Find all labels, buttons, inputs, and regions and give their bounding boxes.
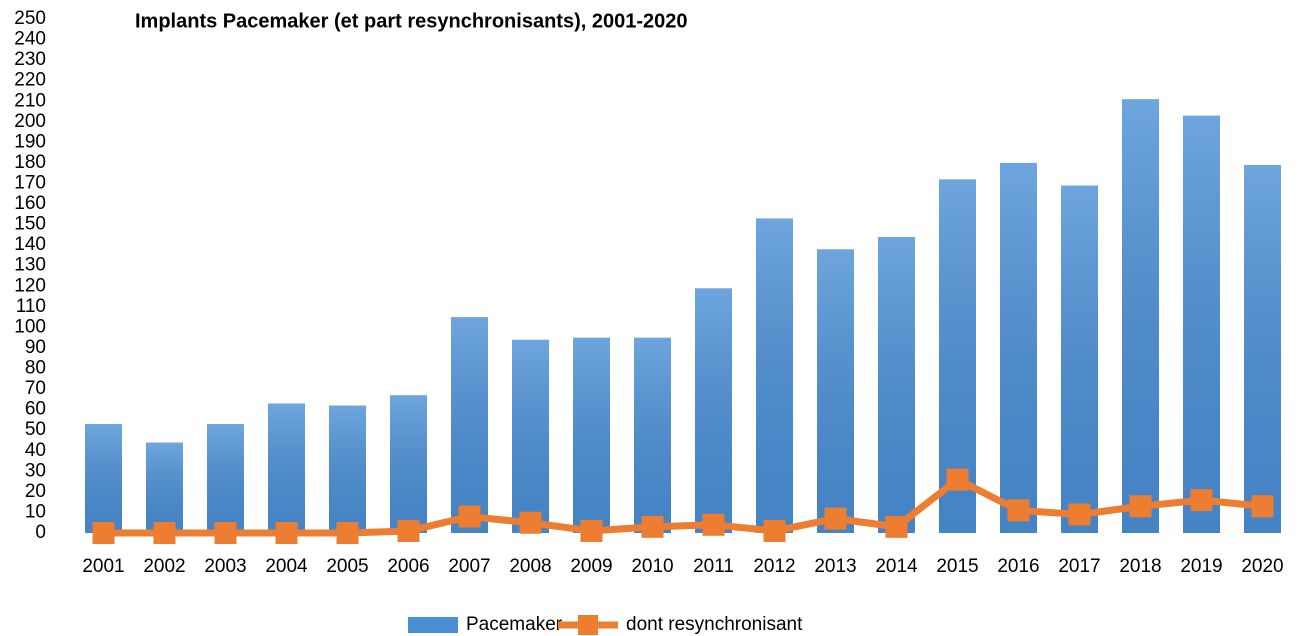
- y-tick-label: 70: [25, 378, 46, 399]
- x-tick-label: 2019: [1180, 556, 1222, 577]
- bar-shade: [1183, 115, 1220, 534]
- y-tick-label: 250: [14, 8, 46, 29]
- marker: [92, 522, 115, 544]
- y-tick-label: 200: [14, 111, 46, 132]
- marker: [641, 515, 664, 538]
- x-tick-label: 2003: [204, 556, 246, 577]
- marker: [1007, 499, 1030, 522]
- bar-shade: [573, 337, 610, 533]
- x-tick-label: 2005: [326, 556, 368, 577]
- x-tick-label: 2011: [693, 556, 734, 577]
- marker: [885, 515, 908, 538]
- bar-shade: [329, 405, 366, 533]
- y-tick-label: 140: [14, 234, 46, 255]
- bar-shade: [512, 339, 549, 533]
- y-tick-label: 0: [35, 522, 46, 543]
- marker: [824, 507, 847, 530]
- marker: [1068, 503, 1091, 526]
- marker: [702, 513, 725, 536]
- y-tick-label: 60: [25, 399, 46, 420]
- y-tick-label: 160: [14, 193, 46, 214]
- x-tick-label: 2010: [631, 556, 673, 577]
- legend-label: Pacemaker: [466, 614, 563, 635]
- y-tick-label: 100: [14, 316, 46, 337]
- x-tick-label: 2014: [875, 556, 918, 577]
- y-tick-label: 210: [14, 90, 46, 111]
- x-tick-label: 2004: [265, 556, 308, 577]
- bar-shade: [756, 218, 793, 533]
- x-tick-label: 2017: [1058, 556, 1100, 577]
- bar-shade: [268, 403, 305, 533]
- y-tick-label: 110: [16, 296, 46, 317]
- y-tick-label: 180: [14, 152, 46, 173]
- x-tick-label: 2012: [753, 556, 795, 577]
- y-tick-label: 230: [14, 49, 46, 70]
- legend-swatch: [408, 617, 458, 633]
- x-tick-label: 2009: [570, 556, 612, 577]
- marker: [458, 505, 481, 528]
- bar-shade: [1244, 164, 1281, 533]
- y-tick-label: 240: [14, 29, 46, 50]
- x-tick-label: 2007: [448, 556, 490, 577]
- y-tick-label: 10: [25, 501, 46, 522]
- y-tick-label: 50: [25, 419, 46, 440]
- x-tick-label: 2020: [1241, 556, 1283, 577]
- bar-shade: [85, 424, 122, 533]
- marker: [1251, 495, 1274, 518]
- y-tick-label: 30: [25, 460, 46, 481]
- y-tick-label: 90: [25, 337, 46, 358]
- marker: [946, 468, 969, 491]
- bar-shade: [146, 442, 183, 533]
- y-tick-label: 120: [14, 275, 46, 296]
- marker: [1190, 489, 1213, 512]
- legend-swatch: [578, 615, 598, 635]
- marker: [1129, 495, 1152, 518]
- y-tick-label: 130: [14, 255, 46, 276]
- marker: [153, 522, 176, 544]
- bar-shade: [1061, 185, 1098, 533]
- bar-shade: [634, 337, 671, 533]
- marker: [580, 519, 603, 542]
- y-tick-label: 40: [25, 440, 46, 461]
- y-tick-label: 190: [14, 131, 46, 152]
- x-tick-label: 2008: [509, 556, 551, 577]
- marker: [397, 519, 420, 542]
- bar-shade: [207, 424, 244, 533]
- marker: [336, 522, 359, 544]
- y-tick-label: 80: [25, 358, 46, 379]
- x-tick-label: 2013: [814, 556, 856, 577]
- marker: [519, 511, 542, 534]
- bar-shade: [695, 288, 732, 533]
- bar-shade: [1000, 162, 1037, 534]
- x-tick-label: 2001: [82, 556, 124, 577]
- x-tick-label: 2018: [1119, 556, 1161, 577]
- y-tick-label: 150: [14, 214, 46, 235]
- marker: [275, 522, 298, 544]
- x-tick-label: 2002: [143, 556, 185, 577]
- marker: [763, 519, 786, 542]
- x-tick-label: 2006: [387, 556, 429, 577]
- x-tick-label: 2015: [936, 556, 978, 577]
- x-tick-label: 2016: [997, 556, 1039, 577]
- bar-shade: [390, 395, 427, 533]
- y-tick-label: 170: [14, 172, 46, 193]
- y-tick-label: 20: [25, 481, 46, 502]
- bar-shade: [817, 249, 854, 533]
- marker: [214, 522, 237, 544]
- y-tick-label: 220: [14, 70, 46, 91]
- chart-title: Implants Pacemaker (et part resynchronis…: [135, 10, 687, 32]
- bar-shade: [451, 317, 488, 533]
- legend-label: dont resynchronisant: [626, 614, 803, 635]
- bar-shade: [878, 236, 915, 533]
- bar-shade: [1122, 99, 1159, 534]
